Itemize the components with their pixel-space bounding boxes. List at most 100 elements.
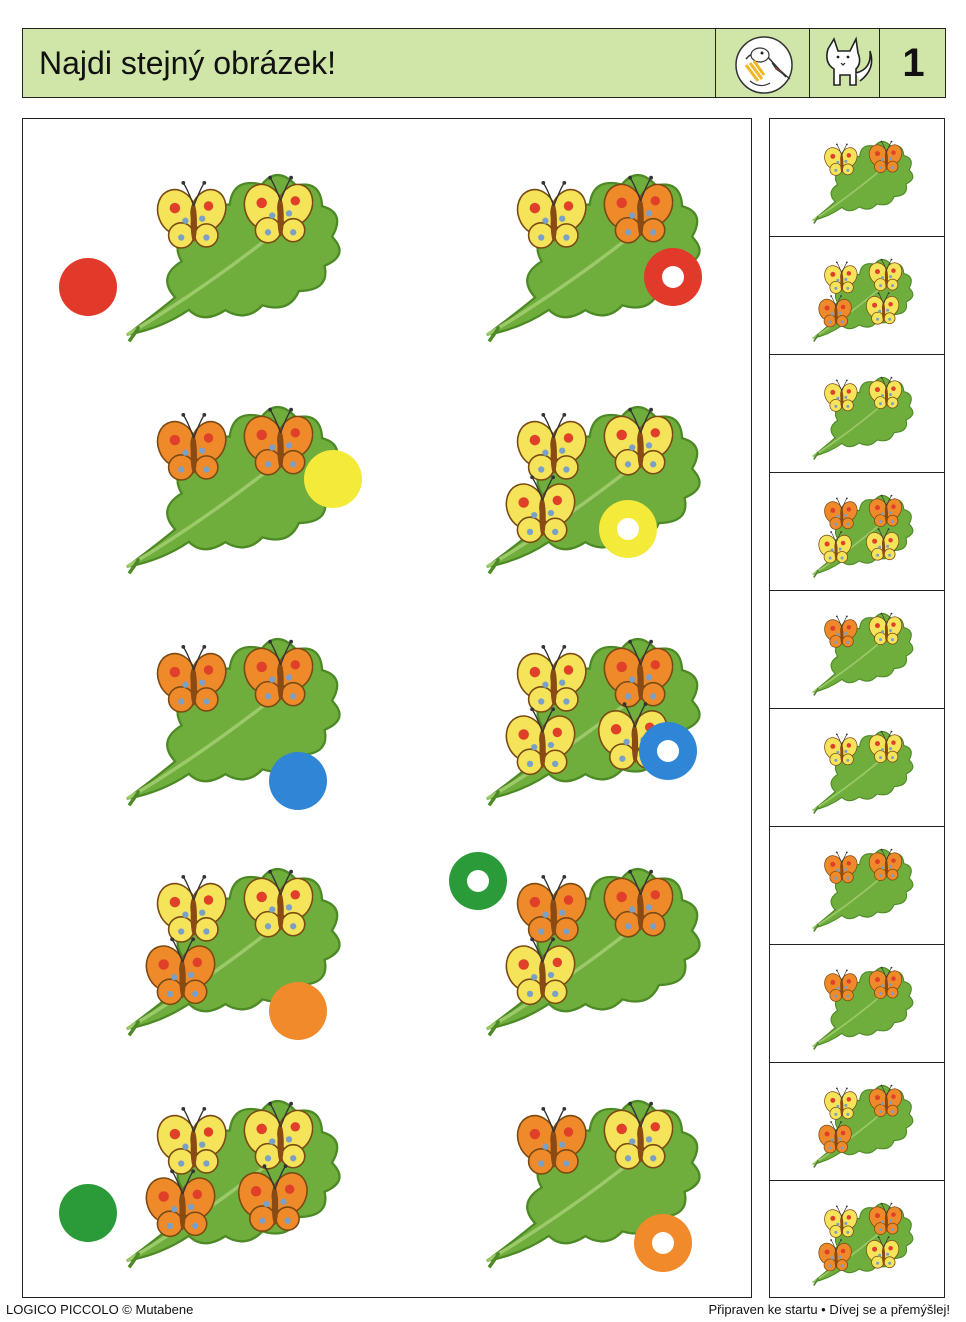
yellow-butterfly xyxy=(868,730,903,763)
orange-butterfly xyxy=(243,639,314,708)
leaf xyxy=(126,173,341,343)
yellow-butterfly xyxy=(824,733,858,766)
leaf xyxy=(486,405,701,575)
yellow-butterfly xyxy=(865,528,900,561)
item-orange[interactable] xyxy=(43,831,383,1061)
fox-cell xyxy=(809,29,879,97)
orange-butterfly xyxy=(824,615,858,648)
yellow-butterfly xyxy=(818,531,852,564)
yellow-butterfly xyxy=(824,1205,858,1238)
leaf xyxy=(812,1202,914,1286)
yellow-butterfly xyxy=(516,181,587,249)
item-red-ring[interactable] xyxy=(403,137,743,367)
item-blue-ring[interactable] xyxy=(403,601,743,831)
yellow-butterfly xyxy=(865,292,900,325)
orange-butterfly xyxy=(603,175,674,244)
leaf xyxy=(812,612,914,696)
candidate-8[interactable] xyxy=(770,945,944,1063)
item-yellow[interactable] xyxy=(43,369,383,599)
leaf xyxy=(812,494,914,578)
ring-hole xyxy=(617,518,639,540)
orange-butterfly xyxy=(818,295,852,328)
item-green-ring[interactable] xyxy=(403,831,743,1061)
footer-tagline: Připraven ke startu • Dívej se a přemýšl… xyxy=(708,1302,950,1317)
stork-cell xyxy=(715,29,809,97)
orange-butterfly xyxy=(868,848,903,881)
orange-butterfly xyxy=(516,875,587,943)
yellow-butterfly xyxy=(243,175,314,244)
leaf xyxy=(812,258,914,342)
orange-butterfly xyxy=(603,869,674,938)
yellow-butterfly xyxy=(868,612,903,645)
candidate-5[interactable] xyxy=(770,591,944,709)
candidates-panel xyxy=(769,118,945,1298)
leaf xyxy=(812,730,914,814)
orange-butterfly xyxy=(868,1202,903,1235)
candidate-4[interactable] xyxy=(770,473,944,591)
candidate-9[interactable] xyxy=(770,1063,944,1181)
leaf xyxy=(812,848,914,932)
candidate-3[interactable] xyxy=(770,355,944,473)
candidate-2[interactable] xyxy=(770,237,944,355)
orange-butterfly xyxy=(145,937,216,1006)
orange-butterfly xyxy=(868,494,903,527)
orange-butterfly xyxy=(237,1164,308,1232)
yellow-butterfly xyxy=(505,475,576,544)
candidate-1[interactable] xyxy=(770,119,944,237)
yellow-butterfly xyxy=(824,1087,858,1120)
yellow-butterfly xyxy=(156,181,227,249)
orange-butterfly xyxy=(145,1169,216,1238)
color-dot-red xyxy=(59,258,117,316)
orange-butterfly xyxy=(243,407,314,476)
ring-hole xyxy=(652,1232,674,1254)
ring-hole xyxy=(662,266,684,288)
yellow-butterfly xyxy=(603,407,674,476)
candidate-6[interactable] xyxy=(770,709,944,827)
fox-icon xyxy=(826,36,873,86)
item-green[interactable] xyxy=(43,1063,383,1293)
orange-butterfly xyxy=(868,1084,903,1117)
yellow-butterfly xyxy=(516,413,587,481)
color-dot-blue xyxy=(269,752,327,810)
yellow-butterfly xyxy=(156,1107,227,1175)
yellow-butterfly xyxy=(243,1101,314,1170)
candidate-7[interactable] xyxy=(770,827,944,945)
yellow-butterfly xyxy=(156,875,227,943)
orange-butterfly xyxy=(156,413,227,481)
yellow-butterfly xyxy=(824,143,858,176)
yellow-butterfly xyxy=(824,261,858,294)
orange-butterfly xyxy=(868,966,903,999)
footer-copyright: LOGICO PICCOLO © Mutabene xyxy=(6,1302,194,1317)
color-dot-green xyxy=(59,1184,117,1242)
item-blue[interactable] xyxy=(43,601,383,831)
leaf xyxy=(126,1099,341,1269)
color-dot-orange xyxy=(269,982,327,1040)
orange-butterfly xyxy=(818,1239,852,1272)
orange-butterfly xyxy=(824,851,858,884)
yellow-butterfly xyxy=(824,379,858,412)
orange-butterfly xyxy=(824,497,858,530)
yellow-butterfly xyxy=(516,645,587,713)
yellow-butterfly xyxy=(865,1236,900,1269)
page-number: 1 xyxy=(902,40,925,85)
orange-butterfly xyxy=(868,140,903,173)
yellow-butterfly xyxy=(868,258,903,291)
page-header: Najdi stejný obrázek! 1 xyxy=(22,28,946,98)
yellow-butterfly xyxy=(603,1101,674,1170)
leaf xyxy=(812,140,914,224)
ring-hole xyxy=(657,740,679,762)
yellow-butterfly xyxy=(243,869,314,938)
item-yellow-ring[interactable] xyxy=(403,369,743,599)
item-orange-ring[interactable] xyxy=(403,1063,743,1293)
orange-butterfly xyxy=(818,1121,852,1154)
orange-butterfly xyxy=(516,1107,587,1175)
orange-butterfly xyxy=(824,969,858,1002)
item-red[interactable] xyxy=(43,137,383,367)
page-title: Najdi stejný obrázek! xyxy=(39,45,337,81)
items-panel xyxy=(22,118,752,1298)
color-dot-yellow xyxy=(304,450,362,508)
page-number-cell: 1 xyxy=(879,29,947,97)
leaf xyxy=(486,637,701,807)
candidate-10[interactable] xyxy=(770,1181,944,1299)
leaf xyxy=(812,376,914,460)
